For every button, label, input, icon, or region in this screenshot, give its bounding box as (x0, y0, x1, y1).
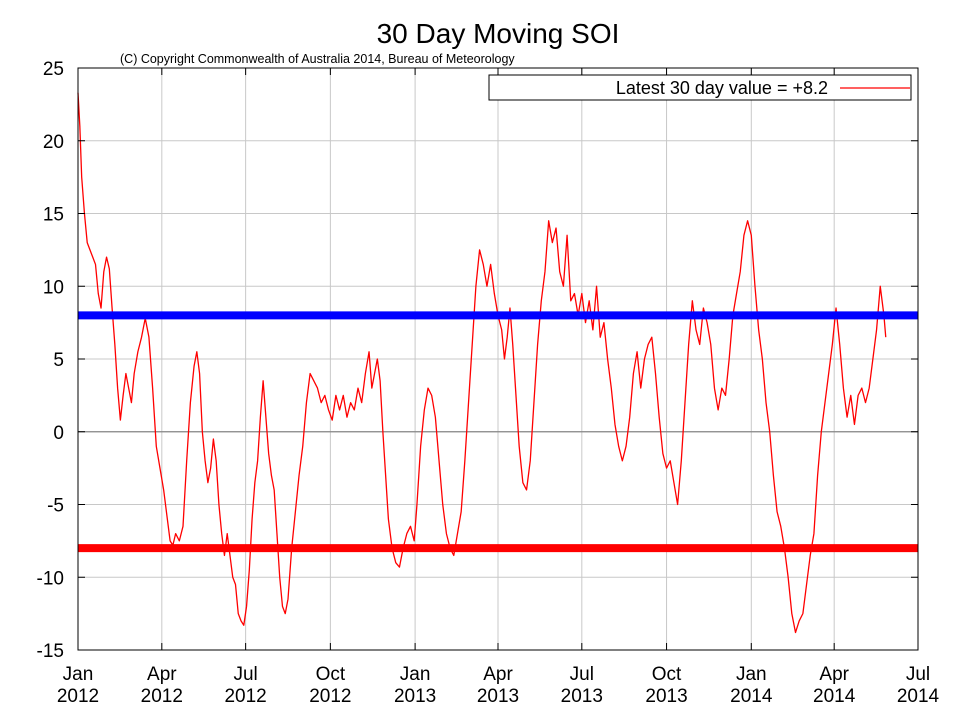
x-tick-label-month: Jul (570, 664, 594, 685)
legend: Latest 30 day value = +8.2 (488, 74, 912, 101)
y-tick-label: 20 (43, 132, 64, 153)
x-tick-label-year: 2014 (813, 686, 856, 707)
x-tick-label-year: 2013 (645, 686, 687, 707)
legend-label: Latest 30 day value = +8.2 (616, 78, 828, 98)
x-tick-label-month: Oct (316, 664, 346, 685)
x-tick-label-month: Jan (63, 664, 94, 685)
x-tick-label-year: 2014 (730, 686, 773, 707)
x-tick-label-year: 2013 (561, 686, 603, 707)
series-group (77, 92, 887, 634)
x-tick-label-month: Apr (147, 664, 177, 685)
threshold-lines (78, 311, 918, 553)
y-tick-label: 15 (43, 205, 64, 226)
y-tick-label: 5 (53, 350, 64, 371)
y-tick-label: 10 (43, 277, 64, 298)
x-tick-label-year: 2014 (897, 686, 940, 707)
x-tick-label-year: 2012 (141, 686, 183, 707)
soi-series-line (77, 92, 887, 634)
y-tick-label: -10 (37, 568, 64, 589)
x-tick-label-month: Jan (400, 664, 431, 685)
x-tick-label-month: Apr (483, 664, 513, 685)
y-axis-ticks: 25 20 15 10 5 0 -5 -10 -15 (37, 59, 918, 662)
y-tick-label: 0 (53, 423, 64, 444)
x-tick-label-month: Jul (233, 664, 257, 685)
x-tick-label-month: Apr (819, 664, 849, 685)
x-tick-label-month: Jul (906, 664, 930, 685)
x-tick-label-year: 2012 (309, 686, 351, 707)
y-tick-label: -15 (37, 641, 64, 662)
chart-title: 30 Day Moving SOI (377, 18, 620, 49)
x-axis-ticks: Jan2012Apr2012Jul2012Oct2012Jan2013Apr20… (57, 68, 940, 707)
x-tick-label-year: 2013 (477, 686, 519, 707)
y-tick-label: 25 (43, 59, 64, 80)
y-tick-label: -5 (47, 496, 64, 517)
x-tick-label-month: Oct (652, 664, 682, 685)
chart-subtitle: (C) Copyright Commonwealth of Australia … (120, 52, 515, 66)
x-tick-label-year: 2012 (57, 686, 99, 707)
x-tick-label-month: Jan (736, 664, 767, 685)
x-tick-label-year: 2013 (394, 686, 436, 707)
x-tick-label-year: 2012 (224, 686, 266, 707)
